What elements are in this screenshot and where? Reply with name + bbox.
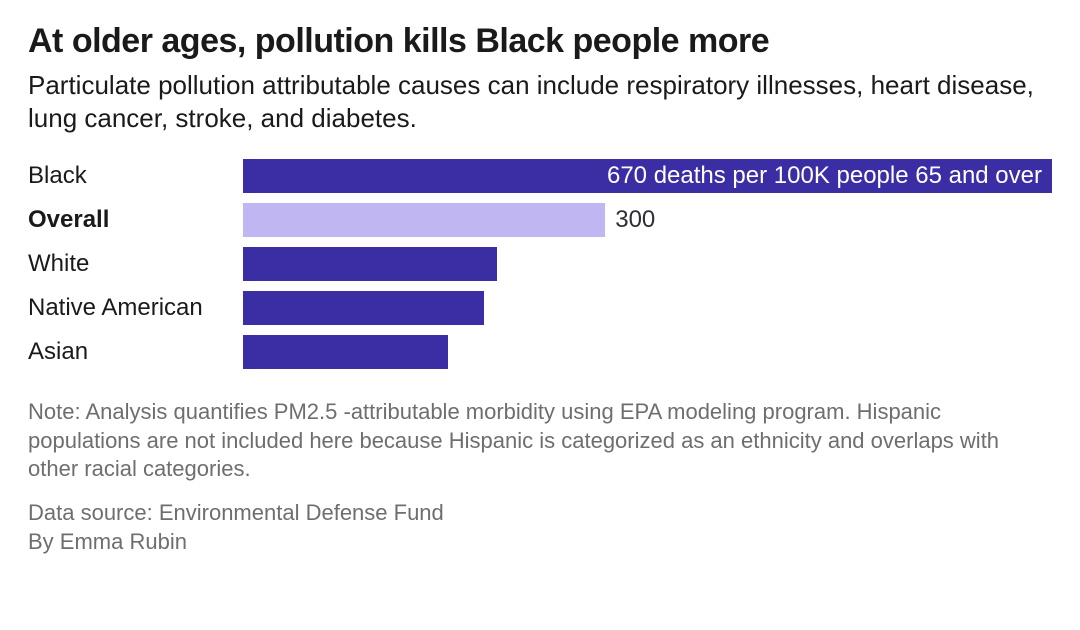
bar <box>243 203 605 237</box>
bar-area: 300 <box>243 203 1052 237</box>
chart-title: At older ages, pollution kills Black peo… <box>28 22 1052 61</box>
category-label: Overall <box>28 206 243 234</box>
bar-area: 200 <box>243 291 1052 325</box>
bar-area: 170 <box>243 335 1052 369</box>
category-label: White <box>28 250 243 278</box>
bar <box>243 247 497 281</box>
bar <box>243 291 484 325</box>
data-source: Data source: Environmental Defense Fund <box>28 498 1052 528</box>
chart-subtitle: Particulate pollution attributable cause… <box>28 69 1052 134</box>
bar-value-label: 170 <box>837 335 1042 369</box>
bar-row: White 210 <box>28 244 1052 284</box>
bar-chart: Black670 deaths per 100K people 65 and o… <box>28 156 1052 372</box>
chart-footer: Data source: Environmental Defense Fund … <box>28 498 1052 557</box>
bar-value-label: 210 <box>788 247 1042 281</box>
bar-row: Overall 300 <box>28 200 1052 240</box>
chart-container: At older ages, pollution kills Black peo… <box>0 0 1080 577</box>
category-label: Asian <box>28 338 243 366</box>
bar-row: Asian 170 <box>28 332 1052 372</box>
byline: By Emma Rubin <box>28 527 1052 557</box>
bar-value-label: 670 deaths per 100K people 65 and over <box>233 159 1042 193</box>
bar-area: 670 deaths per 100K people 65 and over <box>243 159 1052 193</box>
bar-row: Black670 deaths per 100K people 65 and o… <box>28 156 1052 196</box>
bar-row: Native American 200 <box>28 288 1052 328</box>
category-label: Native American <box>28 294 243 322</box>
bar <box>243 335 448 369</box>
bar-value-label: 200 <box>801 291 1042 325</box>
chart-note: Note: Analysis quantifies PM2.5 -attribu… <box>28 398 1052 484</box>
bar-area: 210 <box>243 247 1052 281</box>
category-label: Black <box>28 162 243 190</box>
bar-value-label: 300 <box>615 203 655 237</box>
